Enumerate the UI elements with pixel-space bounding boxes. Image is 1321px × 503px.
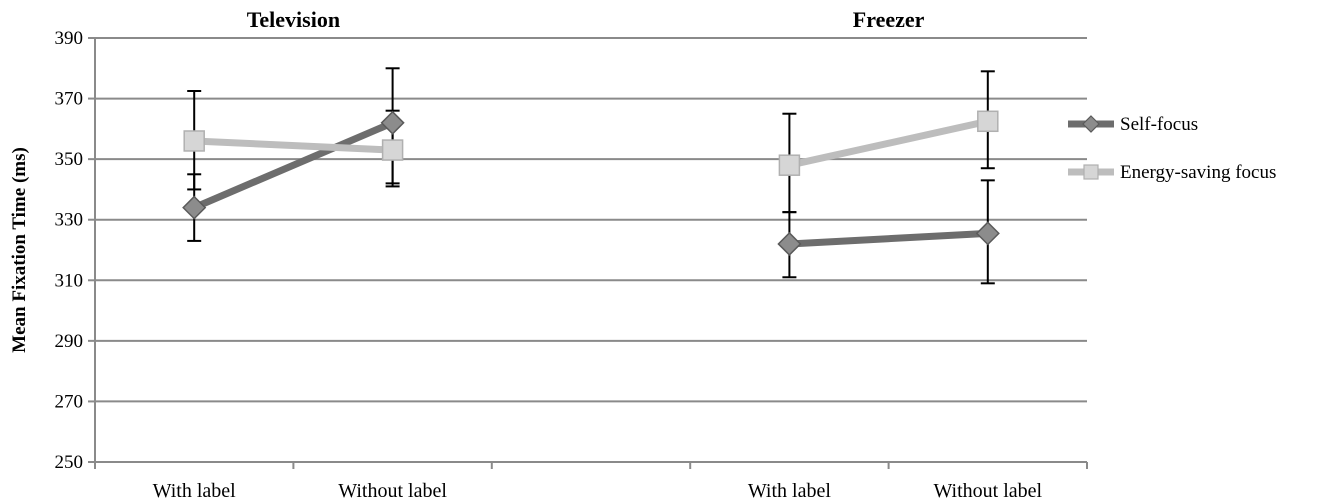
panel-series-0 (182, 67, 405, 242)
y-tick-label: 290 (55, 331, 84, 352)
legend-label: Self-focus (1120, 114, 1198, 135)
panel-title: Television (247, 7, 340, 32)
y-axis-label: Mean Fixation Time (ms) (9, 147, 30, 353)
series (182, 67, 1000, 285)
y-tick-label: 330 (55, 210, 84, 231)
panel-title: Freezer (853, 7, 925, 32)
data-point-square (381, 139, 404, 161)
data-point-diamond (975, 221, 1000, 246)
data-point-square (778, 154, 801, 176)
gridlines (95, 37, 1087, 403)
y-tick-label: 350 (55, 149, 84, 170)
x-category-label: With label (153, 480, 237, 502)
x-category-labels: With label Without label With label Without… (153, 480, 1043, 502)
legend-marker-square (1083, 164, 1099, 180)
data-point-diamond (380, 110, 405, 135)
legend-marker-diamond (1082, 115, 1100, 133)
data-point-diamond (182, 195, 207, 220)
y-tick-label: 250 (55, 452, 84, 473)
y-tick-label: 390 (55, 28, 84, 49)
legend-item: Energy-saving focus (1068, 162, 1276, 183)
axes (88, 37, 1088, 469)
x-category-label: With label (748, 480, 832, 502)
panel-titles: Television Freezer (247, 7, 925, 32)
y-tick-label: 310 (55, 270, 84, 291)
y-tick-labels: 250 270 290 310 330 350 370 390 (55, 28, 84, 473)
panel-series-1 (777, 70, 1000, 285)
x-category-label: Without label (933, 480, 1042, 502)
series-line (190, 119, 397, 212)
data-point-square (977, 110, 999, 133)
series-line (785, 117, 992, 169)
y-tick-label: 370 (55, 89, 84, 110)
legend: Self-focus Energy-saving focus (1068, 114, 1276, 183)
series-line (190, 137, 397, 154)
x-category-label: Without label (338, 480, 447, 502)
series-line (785, 229, 992, 248)
legend-item: Self-focus (1068, 114, 1198, 135)
data-point-square (183, 130, 205, 152)
legend-label: Energy-saving focus (1120, 162, 1276, 183)
y-tick-label: 270 (55, 391, 84, 412)
data-point-diamond (777, 231, 802, 257)
